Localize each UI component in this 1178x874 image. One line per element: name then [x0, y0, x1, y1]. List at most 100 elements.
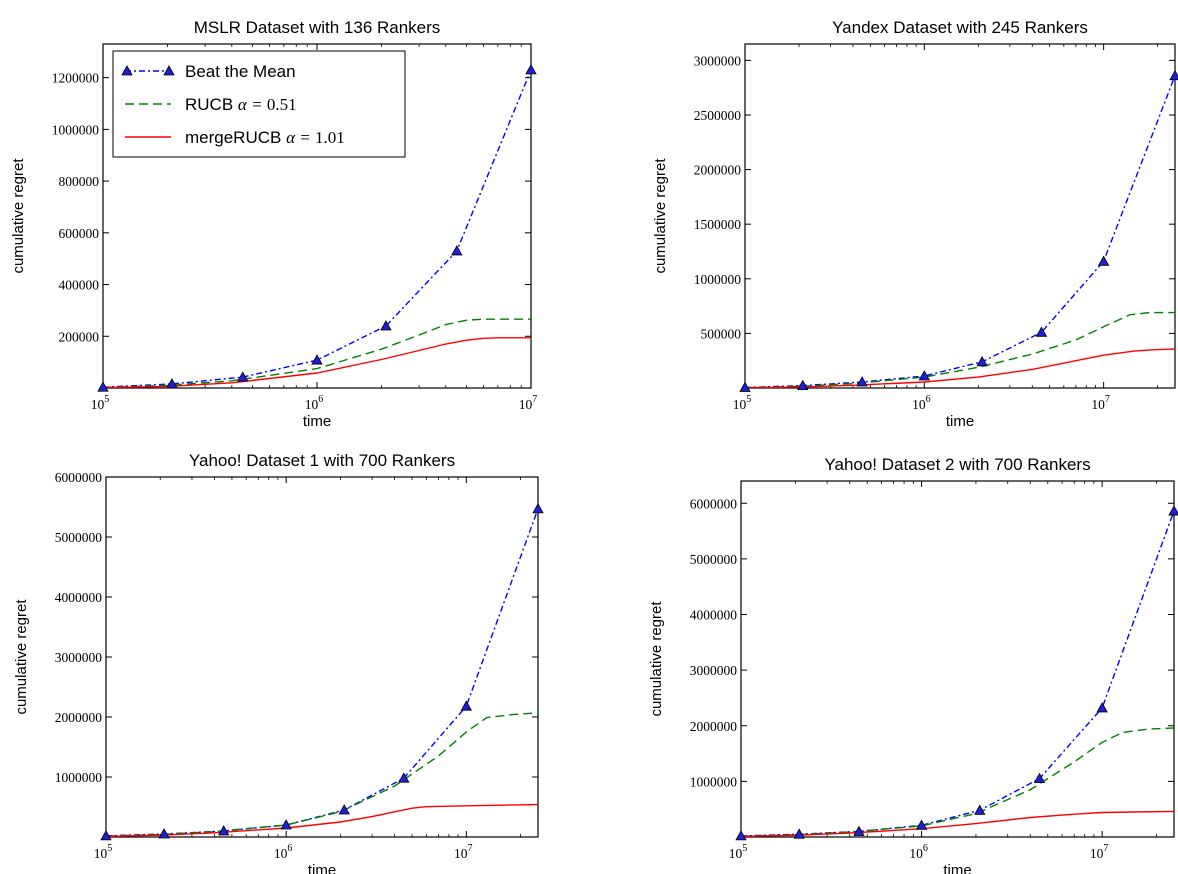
chart-3-plot-frame — [105, 476, 539, 838]
chart-4: 105 106 107 1000000 2000000 3000000 4000000 500… — [648, 455, 1178, 874]
chart-2-y-tick-label: 1000000 — [694, 272, 742, 287]
chart-4-data-point-marker — [915, 819, 928, 830]
chart-1-legend-marker — [163, 65, 175, 76]
chart-4-plot-frame — [740, 480, 1175, 838]
chart-2: 105 106 107 500000 1000000 1500000 2000000 2500… — [652, 18, 1178, 430]
chart-2-data-point-marker — [1097, 255, 1110, 266]
chart-2-x-axis-label: time — [946, 413, 974, 430]
chart-4-y-tick-label: 5000000 — [690, 552, 738, 567]
chart-3-data-point-marker — [460, 700, 472, 711]
chart-3-x-tick-label: 107 — [454, 843, 473, 861]
chart-2-y-axis-label: cumulative regret — [652, 158, 669, 274]
chart-2-data-point-marker — [918, 370, 931, 381]
chart-2-data-point-marker — [1035, 326, 1048, 337]
chart-4-y-tick-label: 1000000 — [690, 774, 738, 789]
chart-1-y-axis-label: cumulative regret — [10, 158, 27, 274]
chart-4-y-tick-label: 2000000 — [690, 719, 738, 734]
chart-2-y-tick-label: 1500000 — [694, 217, 742, 232]
chart-3-series-line-3 — [106, 803, 538, 837]
chart-2-series-line-3 — [745, 348, 1175, 388]
chart-3-y-tick-label: 5000000 — [55, 530, 103, 545]
chart-1-legend-label-1: Beat the Mean — [185, 62, 296, 81]
chart-3-data-point-marker — [158, 828, 170, 839]
chart-4-series-line-2 — [741, 727, 1174, 837]
chart-2-data-point-marker — [856, 376, 868, 387]
chart-3-data-point-marker — [338, 804, 350, 815]
chart-1-x-tick-label: 106 — [305, 394, 324, 412]
chart-2-series-line-2 — [745, 311, 1175, 388]
chart-4-series-group — [741, 510, 1174, 837]
chart-3-y-tick-label: 2000000 — [55, 710, 103, 725]
chart-4-x-axis-label: time — [943, 862, 971, 874]
chart-1-data-point-marker — [380, 320, 392, 331]
chart-1-data-point-marker — [166, 378, 178, 389]
chart-1-data-point-marker — [97, 381, 109, 392]
chart-4-data-point-marker — [1096, 702, 1108, 713]
chart-3-x-tick-label: 106 — [274, 843, 293, 861]
chart-2-x-tick-label: 106 — [912, 394, 931, 412]
chart-3-x-axis-label: time — [308, 862, 336, 874]
chart-3-series-group — [106, 508, 538, 837]
chart-1-data-point-marker — [525, 64, 537, 75]
chart-1: 105 106 107 200000 400000 600000 800000 1000000… — [10, 18, 537, 430]
chart-2-x-tick-label: 107 — [1091, 394, 1110, 412]
chart-4-data-point-marker — [1168, 505, 1178, 516]
chart-4-series-line-3 — [741, 810, 1174, 837]
chart-3-data-point-marker — [280, 819, 292, 830]
chart-1-title: MSLR Dataset with 136 Rankers — [194, 18, 441, 37]
chart-2-title: Yandex Dataset with 245 Rankers — [832, 18, 1088, 37]
chart-3-y-axis-label: cumulative regret — [13, 599, 30, 715]
chart-1-x-tick-label: 105 — [91, 394, 110, 412]
chart-2-data-point-marker — [739, 381, 751, 392]
chart-1-x-axis-label: time — [303, 413, 331, 430]
chart-4-data-point-marker — [974, 804, 986, 815]
chart-2-y-tick-label: 500000 — [701, 326, 742, 341]
chart-1-legend-label-3: mergeRUCB α = 1.01 — [185, 128, 345, 147]
chart-1-y-tick-label: 400000 — [59, 278, 100, 293]
chart-4-data-point-marker — [793, 828, 805, 839]
chart-4-x-tick-label: 106 — [909, 843, 928, 861]
chart-4-y-tick-label: 4000000 — [690, 608, 738, 623]
chart-2-plot-frame — [744, 43, 1176, 389]
chart-1-legend-marker — [121, 65, 133, 76]
chart-4-x-tick-label: 107 — [1090, 843, 1109, 861]
chart-4-y-tick-label: 6000000 — [690, 496, 738, 511]
chart-1-y-tick-label: 200000 — [59, 329, 100, 344]
chart-2-series-group — [745, 75, 1175, 388]
chart-1-y-tick-label: 1000000 — [52, 122, 100, 137]
chart-1-y-tick-label: 600000 — [59, 226, 100, 241]
chart-2-data-point-marker — [976, 355, 988, 367]
chart-1-legend-label-2: RUCB α = 0.51 — [185, 95, 297, 114]
chart-4-data-point-marker — [853, 825, 865, 836]
chart-1-series-line-2 — [103, 318, 531, 388]
chart-1-data-point-marker — [237, 371, 249, 382]
chart-2-y-tick-label: 2000000 — [694, 163, 742, 178]
chart-2-x-tick-label: 105 — [733, 394, 752, 412]
chart-1-y-tick-label: 1200000 — [52, 71, 100, 86]
chart-3-series-line-1 — [106, 508, 538, 837]
chart-4-data-point-marker — [1033, 772, 1046, 783]
chart-1-y-tick-label: 800000 — [59, 174, 100, 189]
chart-3-series-line-2 — [106, 712, 538, 837]
chart-3: 105 106 107 1000000 2000000 3000000 4000000 500… — [13, 451, 544, 874]
chart-3-y-tick-label: 4000000 — [55, 590, 103, 605]
chart-3-x-tick-label: 105 — [94, 843, 113, 861]
chart-2-y-tick-label: 3000000 — [694, 53, 742, 68]
chart-1-data-point-marker — [451, 245, 463, 256]
chart-1-x-tick-label: 107 — [519, 394, 538, 412]
chart-4-y-tick-label: 3000000 — [690, 663, 738, 678]
chart-2-series-line-1 — [745, 75, 1175, 388]
chart-4-y-axis-label: cumulative regret — [648, 601, 665, 717]
chart-4-title: Yahoo! Dataset 2 with 700 Rankers — [824, 455, 1090, 474]
chart-2-y-tick-label: 2500000 — [694, 108, 742, 123]
chart-3-data-point-marker — [398, 772, 410, 783]
chart-4-series-line-1 — [741, 510, 1174, 837]
chart-2-data-point-marker — [797, 379, 809, 390]
chart-3-y-tick-label: 6000000 — [55, 470, 103, 485]
chart-3-data-point-marker — [217, 825, 230, 836]
chart-2-data-point-marker — [1169, 69, 1178, 81]
chart-4-data-point-marker — [735, 830, 747, 841]
chart-3-y-tick-label: 1000000 — [55, 770, 103, 785]
chart-3-y-tick-label: 3000000 — [55, 650, 103, 665]
